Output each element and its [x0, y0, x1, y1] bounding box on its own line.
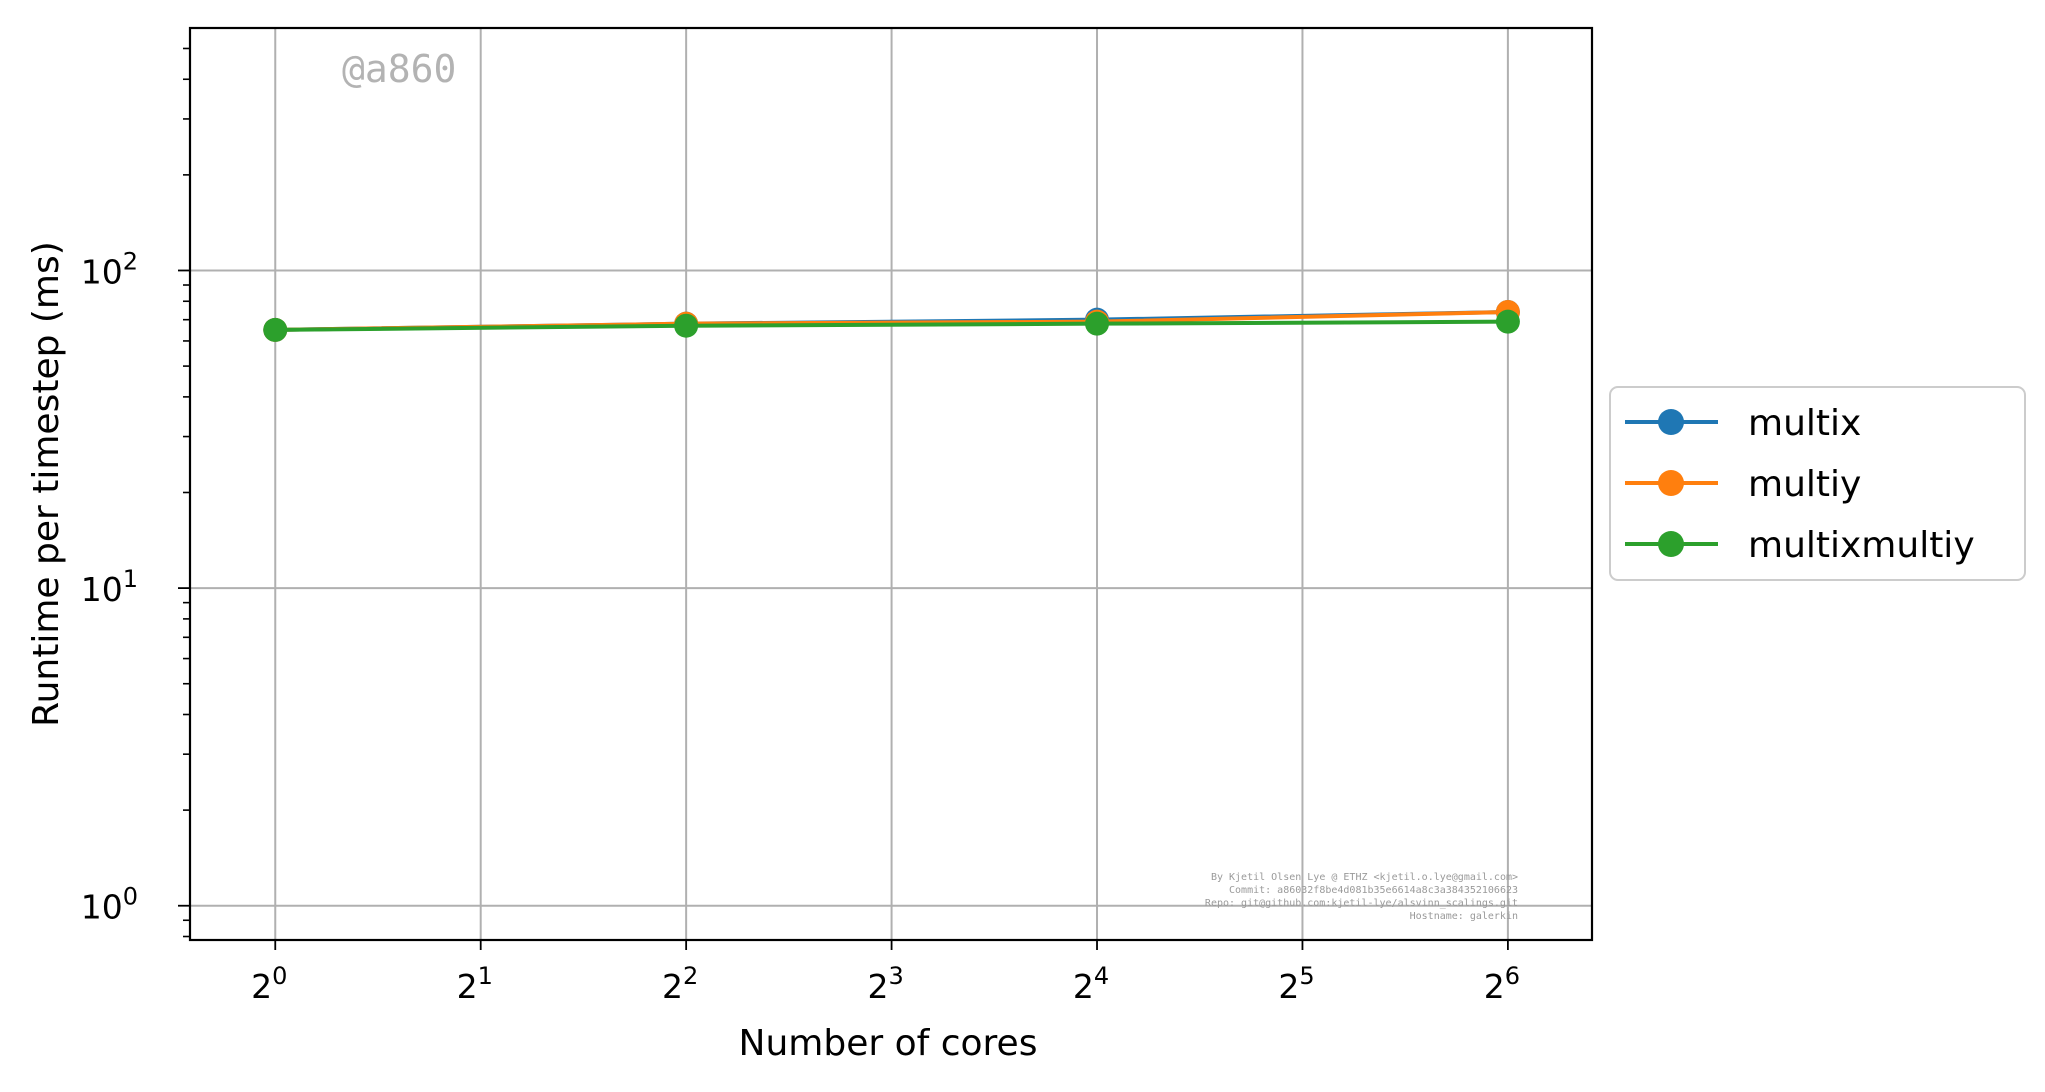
legend-label: multiy [1748, 464, 1861, 505]
data-point [1495, 309, 1520, 334]
credit-line: By Kjetil Olsen Lye @ ETHZ <kjetil.o.lye… [1211, 872, 1518, 883]
legend-box [1609, 386, 2026, 581]
credit-block: By Kjetil Olsen Lye @ ETHZ <kjetil.o.lye… [1205, 872, 1518, 922]
x-axis-ticks: 20 21 22 23 24 25 26 [251, 940, 1520, 1006]
y-tick-label: 100 [81, 883, 138, 927]
x-tick-label: 20 [251, 962, 287, 1006]
plot-series [263, 300, 1520, 342]
y-tick-label: 101 [81, 565, 138, 609]
y-tick-label: 102 [81, 247, 138, 291]
y-axis-ticks: 100 101 102 [81, 247, 190, 927]
x-tick-label: 25 [1278, 962, 1314, 1006]
legend-label: multixmultiy [1748, 525, 1975, 566]
grid-lines [190, 28, 1592, 940]
y-minor-ticks [183, 47, 190, 938]
x-tick-label: 21 [457, 962, 493, 1006]
credit-line: Commit: a86032f8be4d081b35e6614a8c3a3843… [1229, 885, 1518, 896]
x-tick-label: 22 [662, 962, 698, 1006]
y-axis-label: Runtime per timestep (ms) [26, 241, 67, 727]
data-point [263, 317, 288, 342]
data-point [674, 313, 699, 338]
data-point [1085, 311, 1110, 336]
x-tick-label: 24 [1073, 962, 1109, 1006]
credit-line: Repo: git@github.com:kjetil-lye/alsvinn_… [1205, 898, 1518, 909]
watermark: @a860 [342, 47, 456, 91]
series-line [275, 319, 1508, 332]
x-tick-label: 23 [867, 962, 903, 1006]
legend-label: multix [1748, 403, 1861, 444]
x-axis-label: Number of cores [739, 1023, 1038, 1064]
legend-swatch-marker [1658, 531, 1684, 557]
legend-swatch-marker [1658, 470, 1684, 496]
credit-line: Hostname: galerkin [1410, 911, 1518, 922]
series-multixmultiy [263, 309, 1520, 342]
x-tick-label: 26 [1484, 962, 1520, 1006]
legend-swatch-marker [1658, 409, 1684, 435]
